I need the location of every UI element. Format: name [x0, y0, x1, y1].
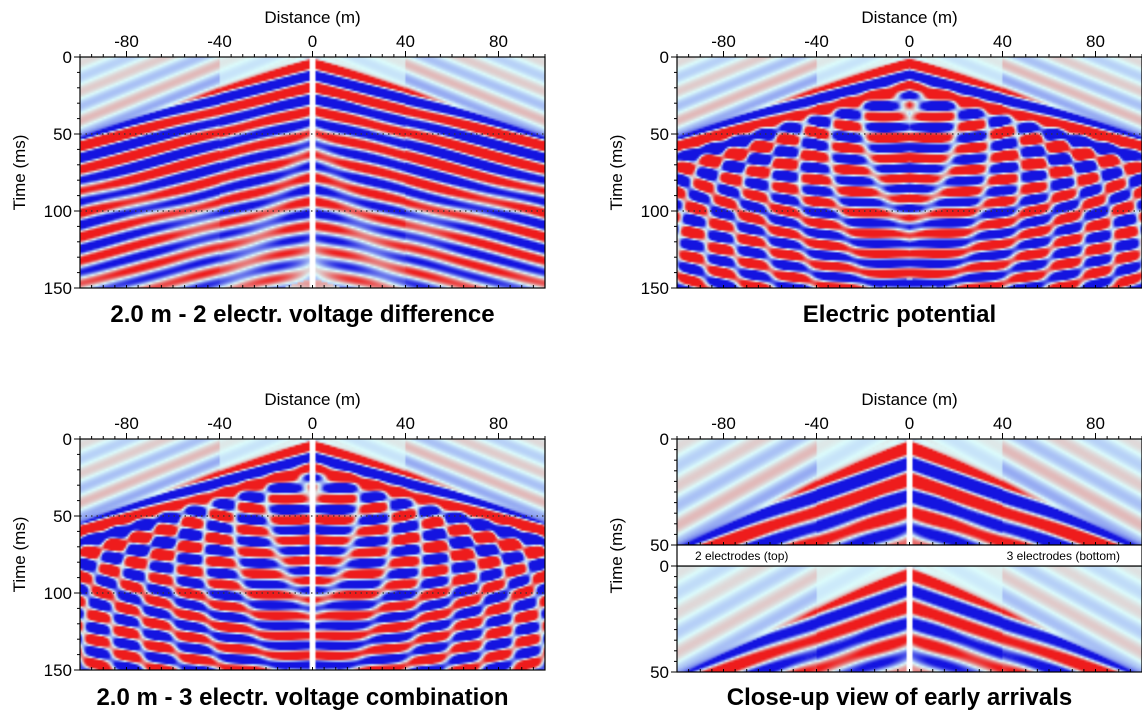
- x-tick-label: 0: [308, 414, 317, 433]
- x-tick-label: -40: [804, 32, 829, 51]
- chart-caption: 2.0 m - 3 electr. voltage combination: [96, 684, 508, 711]
- y-axis-label: Time (ms): [607, 518, 626, 594]
- y-axis-label: Time (ms): [607, 135, 626, 211]
- wavefield-image: [80, 57, 545, 288]
- y-tick-label: 50: [650, 125, 669, 144]
- subpanel-label-top: 2 electrodes (top): [695, 549, 788, 563]
- chart-4: Distance (m) -80 -40 0 40 80 0 50 0 50 2 electrode…: [607, 390, 1142, 711]
- y-axis-label: Time (ms): [10, 135, 29, 211]
- chart-3: Distance (m) -80 -40 0 40 80 0 50 100 150 Time (ms…: [10, 390, 546, 711]
- x-tick-label: 80: [489, 32, 508, 51]
- y-tick-label: 50: [53, 125, 72, 144]
- chart-1: Distance (m) -80 -40 0 40 80 0 50 100 150 Time (ms…: [10, 8, 546, 328]
- y-tick-label: 150: [44, 279, 72, 298]
- y-tick-label: 100: [641, 202, 669, 221]
- wavefield-image: [677, 439, 1142, 545]
- wavefield-image: [677, 57, 1142, 288]
- x-tick-label: -80: [114, 414, 139, 433]
- x-axis-label: Distance (m): [264, 390, 360, 409]
- subpanel-label-bottom: 3 electrodes (bottom): [1007, 549, 1120, 563]
- wavefield-image: [80, 439, 545, 670]
- wavefield-image: [677, 566, 1142, 672]
- subpanel-separator: [676, 544, 1142, 567]
- x-tick-label: 0: [905, 414, 914, 433]
- chart-caption: 2.0 m - 2 electr. voltage difference: [110, 301, 494, 328]
- y-tick-label: 150: [641, 279, 669, 298]
- x-tick-label: 80: [489, 414, 508, 433]
- x-axis-label: Distance (m): [861, 390, 957, 409]
- x-axis-label: Distance (m): [861, 8, 957, 27]
- x-tick-label: 40: [993, 32, 1012, 51]
- y-tick-label: 0: [660, 430, 669, 449]
- x-tick-label: 80: [1086, 32, 1105, 51]
- chart-caption: Electric potential: [803, 301, 996, 328]
- y-tick-label: 100: [44, 202, 72, 221]
- y-tick-label: 50: [650, 663, 669, 682]
- x-tick-label: 80: [1086, 414, 1105, 433]
- y-tick-label: 0: [63, 430, 72, 449]
- y-axis-label: Time (ms): [10, 517, 29, 593]
- chart-caption: Close-up view of early arrivals: [727, 684, 1072, 711]
- y-tick-label: 0: [63, 48, 72, 67]
- y-tick-label: 50: [53, 507, 72, 526]
- y-tick-label: 100: [44, 584, 72, 603]
- chart-2: Distance (m) -80 -40 0 40 80 0 50 100 150 Time (ms…: [607, 8, 1142, 328]
- x-tick-label: -40: [207, 32, 232, 51]
- x-tick-label: 0: [905, 32, 914, 51]
- x-axis-label: Distance (m): [264, 8, 360, 27]
- x-tick-label: -80: [114, 32, 139, 51]
- x-tick-label: 40: [396, 414, 415, 433]
- x-tick-label: 0: [308, 32, 317, 51]
- y-tick-label: 150: [44, 661, 72, 680]
- x-tick-label: 40: [396, 32, 415, 51]
- x-tick-label: -40: [804, 414, 829, 433]
- y-tick-label: 0: [660, 557, 669, 576]
- x-tick-label: -80: [711, 32, 736, 51]
- y-tick-label: 50: [650, 536, 669, 555]
- x-tick-label: 40: [993, 414, 1012, 433]
- x-tick-label: -40: [207, 414, 232, 433]
- y-tick-label: 0: [660, 48, 669, 67]
- x-tick-label: -80: [711, 414, 736, 433]
